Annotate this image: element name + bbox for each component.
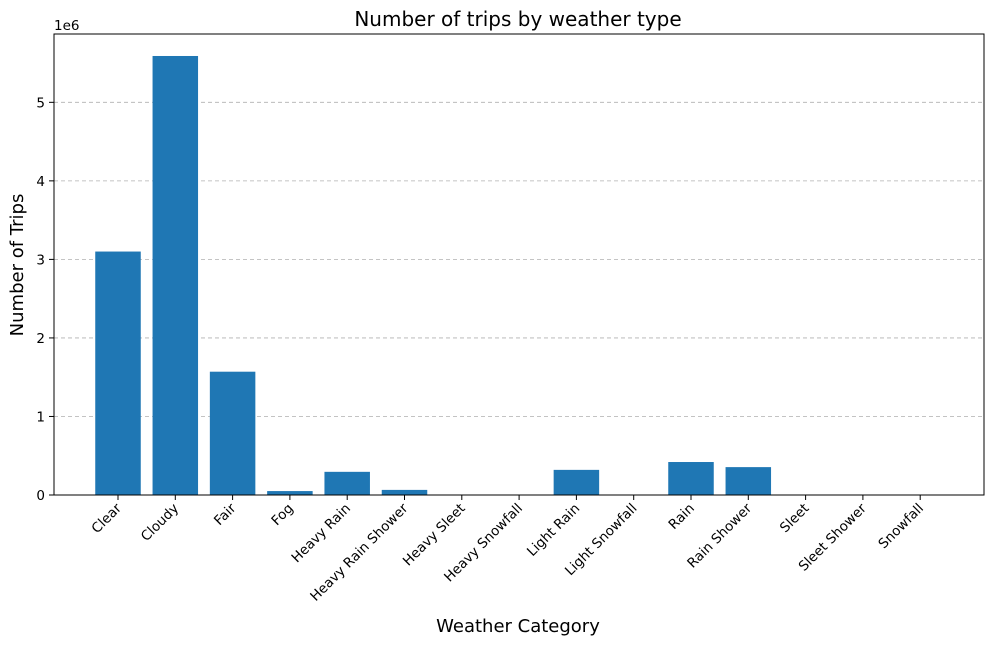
bar xyxy=(267,491,313,495)
y-tick-label: 1 xyxy=(36,409,45,425)
bar xyxy=(95,251,141,495)
y-tick-label: 2 xyxy=(36,331,45,347)
bar xyxy=(725,467,772,495)
bar xyxy=(553,469,600,495)
bar xyxy=(668,462,714,495)
x-tick-label: Light Rain xyxy=(524,501,583,560)
y-axis: 0 1 2 3 4 5 xyxy=(36,95,54,504)
x-tick-label: Fair xyxy=(211,500,240,529)
bars xyxy=(95,55,772,495)
plot-frame xyxy=(53,33,985,496)
y-gridlines xyxy=(54,101,984,417)
y-tick-label: 3 xyxy=(36,252,45,268)
x-tick-label: Cloudy xyxy=(138,501,182,545)
x-tick-label: Clear xyxy=(89,500,126,537)
bar xyxy=(209,371,256,495)
y-axis-label: Number of Trips xyxy=(7,194,28,337)
y-tick-label: 0 xyxy=(36,488,45,504)
y-tick-label: 5 xyxy=(36,95,45,111)
x-tick-label: Rain xyxy=(666,501,698,533)
x-tick-label: Fog xyxy=(268,501,296,529)
y-tick-label: 4 xyxy=(36,174,45,190)
x-axis-label: Weather Category xyxy=(436,616,600,637)
x-tick-label: Heavy Rain Shower xyxy=(307,500,411,604)
chart-title: Number of trips by weather type xyxy=(354,7,681,31)
bar xyxy=(152,55,199,495)
x-tick-label: Sleet xyxy=(777,501,813,537)
bar xyxy=(381,489,428,495)
bar xyxy=(324,471,370,495)
y-offset-text: 1e6 xyxy=(54,18,79,34)
x-tick-label: Snowfall xyxy=(875,501,927,553)
